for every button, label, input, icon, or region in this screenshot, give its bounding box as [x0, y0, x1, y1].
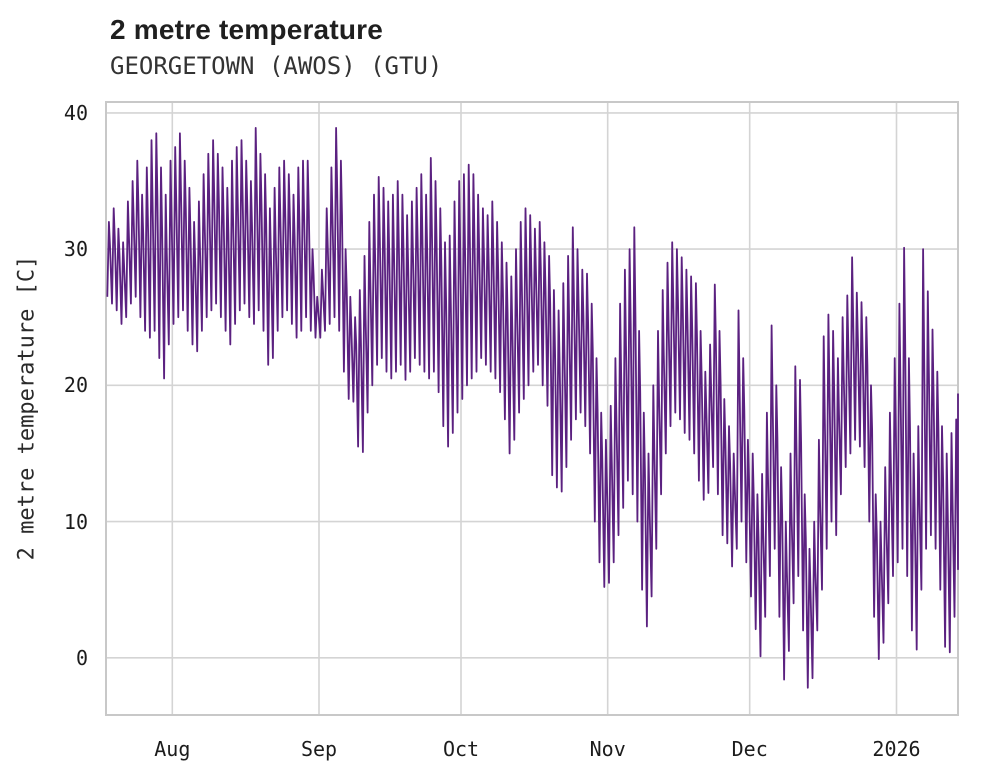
- y-tick-label: 10: [63, 509, 88, 534]
- chart-subtitle: GEORGETOWN (AWOS) (GTU): [110, 52, 443, 80]
- x-tick-label: Sep: [300, 737, 338, 761]
- y-tick-label: 20: [63, 373, 88, 398]
- x-tick-label: Dec: [731, 737, 768, 761]
- x-tick-label: Nov: [589, 737, 626, 761]
- x-tick-label: 2026: [872, 737, 921, 761]
- x-tick-label: Aug: [154, 737, 191, 761]
- x-tick-label: Oct: [442, 737, 480, 761]
- x-axis-ticks: Aug Sep Oct Nov Dec 2026: [0, 736, 981, 766]
- chart-title: 2 metre temperature: [110, 14, 384, 45]
- y-tick-label: 30: [63, 237, 88, 262]
- y-tick-label: 0: [75, 645, 88, 670]
- y-tick-label: 40: [63, 100, 88, 125]
